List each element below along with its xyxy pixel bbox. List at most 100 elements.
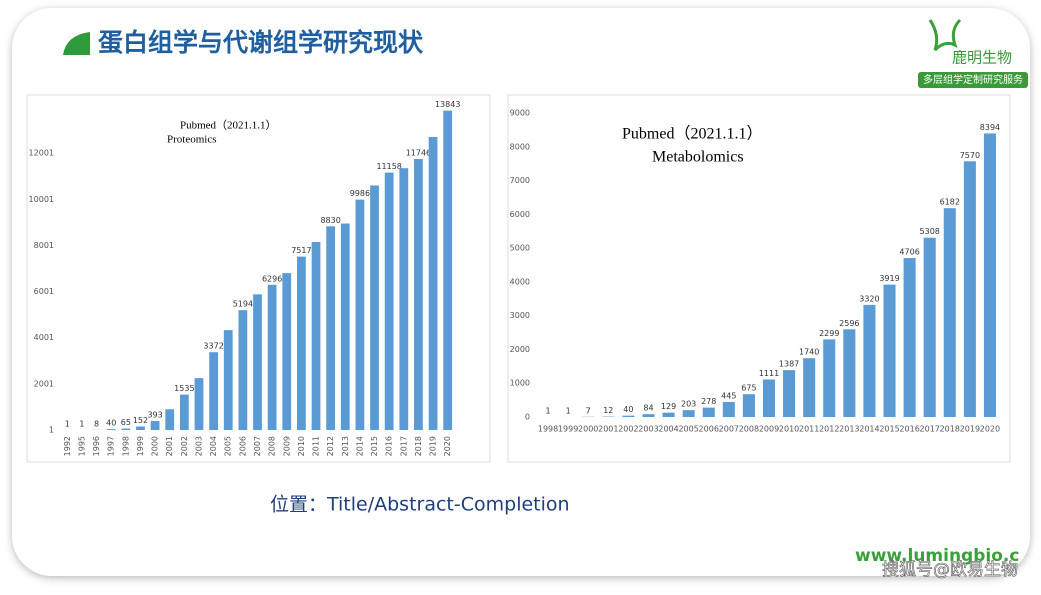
data-label: 1 — [545, 406, 550, 415]
x-tick-label: 2017 — [399, 436, 408, 456]
x-tick-label: 2000 — [578, 425, 598, 434]
x-tick-label: 1999 — [558, 425, 578, 434]
chart-title: Pubmed（2021.1.1） — [622, 125, 762, 143]
y-tick-label: 8001 — [34, 241, 54, 250]
bar — [136, 427, 145, 430]
bar — [984, 133, 996, 417]
data-label: 7 — [586, 406, 591, 415]
chart-title: Pubmed（2021.1.1） — [180, 119, 277, 132]
y-tick-label: 7000 — [510, 176, 530, 185]
x-tick-label: 2012 — [819, 425, 839, 434]
y-tick-label: 5000 — [510, 244, 530, 253]
bar — [107, 429, 116, 430]
data-label: 1740 — [799, 348, 819, 357]
x-tick-label: 2011 — [799, 425, 819, 434]
x-tick-label: 1992 — [63, 436, 72, 456]
data-label: 9986 — [350, 189, 370, 198]
x-tick-label: 1999 — [136, 436, 145, 456]
bar — [356, 200, 365, 430]
x-tick-label: 2004 — [658, 425, 678, 434]
y-tick-label: 6000 — [510, 210, 530, 219]
y-tick-label: 2000 — [510, 345, 530, 354]
x-tick-label: 2019 — [429, 436, 438, 456]
bar — [224, 330, 233, 430]
data-label: 3320 — [859, 294, 879, 303]
bar — [297, 257, 306, 430]
x-tick-label: 2001 — [598, 425, 618, 434]
y-tick-label: 10001 — [29, 195, 54, 204]
bar — [723, 402, 735, 417]
bar — [924, 238, 936, 417]
bar — [883, 285, 895, 417]
bar — [268, 285, 277, 430]
y-tick-label: 1 — [49, 426, 54, 435]
x-tick-label: 2003 — [194, 436, 203, 456]
y-tick-label: 4000 — [510, 277, 530, 286]
x-tick-label: 2004 — [209, 436, 218, 456]
x-tick-label: 2002 — [180, 436, 189, 456]
data-label: 11158 — [376, 162, 401, 171]
x-tick-label: 2016 — [899, 425, 919, 434]
logo-name: 鹿明生物 — [952, 49, 1012, 67]
data-label: 152 — [133, 416, 148, 425]
bar — [429, 137, 438, 430]
data-label: 6182 — [940, 198, 960, 207]
data-label: 1 — [65, 420, 70, 429]
data-label: 5308 — [920, 227, 940, 236]
bar — [165, 409, 174, 430]
slide-title: 蛋白组学与代谢组学研究现状 — [98, 28, 424, 57]
data-label: 3372 — [203, 342, 223, 351]
bar — [209, 352, 218, 430]
x-tick-label: 2011 — [312, 436, 321, 456]
x-tick-label: 2013 — [341, 436, 350, 456]
data-label: 445 — [721, 391, 736, 400]
x-tick-label: 2014 — [355, 436, 364, 456]
data-label: 2299 — [819, 329, 839, 338]
bar — [642, 414, 654, 417]
y-tick-label: 12001 — [29, 149, 54, 158]
data-label: 4706 — [899, 248, 919, 257]
data-label: 3919 — [879, 274, 899, 283]
data-label: 1387 — [779, 360, 799, 369]
data-label: 7517 — [291, 246, 311, 255]
x-tick-label: 2018 — [940, 425, 960, 434]
bar — [326, 226, 335, 430]
bar — [151, 421, 160, 430]
y-tick-label: 0 — [525, 413, 530, 422]
data-label: 12 — [603, 406, 613, 415]
x-tick-label: 2000 — [151, 436, 160, 456]
chart-subtitle: Metabolomics — [652, 149, 744, 166]
data-label: 278 — [701, 397, 716, 406]
data-label: 11746 — [406, 149, 431, 158]
x-tick-label: 2003 — [638, 425, 658, 434]
data-label: 2596 — [839, 319, 859, 328]
x-tick-label: 2006 — [238, 436, 247, 456]
x-tick-label: 2007 — [719, 425, 739, 434]
data-label: 8 — [94, 419, 99, 428]
x-tick-label: 2019 — [960, 425, 980, 434]
x-tick-label: 2010 — [779, 425, 799, 434]
bar — [622, 416, 634, 417]
x-tick-label: 2008 — [268, 436, 277, 456]
bar — [783, 370, 795, 417]
data-label: 393 — [147, 410, 162, 419]
bar — [663, 413, 675, 417]
data-label: 8830 — [320, 216, 340, 225]
x-tick-label: 2010 — [297, 436, 306, 456]
x-tick-label: 2005 — [224, 436, 233, 456]
bar — [803, 358, 815, 417]
bar — [180, 395, 189, 430]
x-tick-label: 1995 — [77, 436, 86, 456]
y-tick-label: 8000 — [510, 142, 530, 151]
data-label: 13843 — [435, 100, 460, 109]
bar — [443, 111, 452, 430]
data-label: 40 — [106, 419, 116, 428]
x-tick-label: 2016 — [385, 436, 394, 456]
x-tick-label: 2015 — [879, 425, 899, 434]
data-label: 5194 — [233, 300, 253, 309]
x-tick-label: 2005 — [678, 425, 698, 434]
bar — [195, 378, 204, 430]
bar — [399, 168, 408, 430]
